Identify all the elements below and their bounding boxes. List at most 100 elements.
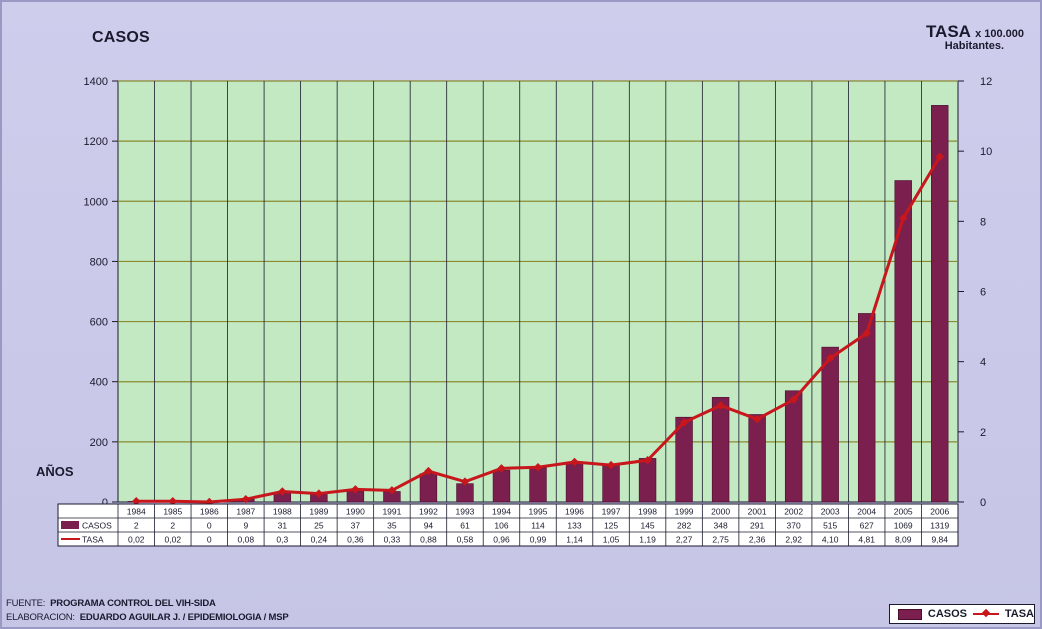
right-tick-label: 10	[980, 146, 992, 158]
data-label-tasa: 0,3	[276, 535, 288, 545]
point-tasa	[314, 489, 324, 498]
data-label-tasa: 4,10	[822, 535, 839, 545]
data-label-tasa: 0,02	[165, 535, 182, 545]
x-tick-label: 2002	[784, 507, 803, 517]
data-label-casos: 370	[787, 521, 801, 531]
data-label-casos: 145	[640, 521, 654, 531]
right-axis-title: TASA x 100.000	[926, 22, 1024, 42]
x-tick-label: 1997	[602, 507, 621, 517]
right-axis-title-main: TASA	[925, 22, 971, 41]
x-tick-label: 1989	[309, 507, 328, 517]
x-tick-label: 1994	[492, 507, 511, 517]
data-label-casos: 515	[823, 521, 837, 531]
x-tick-label: 1986	[200, 507, 219, 517]
data-label-casos: 1319	[930, 521, 949, 531]
data-label-casos: 106	[494, 521, 508, 531]
x-tick-label: 1993	[455, 507, 474, 517]
data-label-tasa: 0,58	[457, 535, 474, 545]
x-tick-label: 1990	[346, 507, 365, 517]
footer-source-key: FUENTE:	[6, 598, 46, 609]
point-tasa	[387, 486, 397, 495]
point-tasa	[132, 497, 141, 506]
x-tick-label: 1985	[163, 507, 182, 517]
bar-casos	[748, 414, 766, 503]
point-tasa	[716, 401, 725, 410]
right-axis-title-suffix: x 100.000	[975, 28, 1024, 40]
x-tick-label: 1991	[382, 507, 401, 517]
data-label-casos: 2	[134, 521, 139, 531]
right-tick-label: 0	[980, 497, 986, 509]
data-label-tasa: 0,33	[384, 535, 401, 545]
data-label-tasa: 9,84	[931, 535, 948, 545]
point-tasa	[460, 477, 470, 486]
data-label-casos: 133	[567, 521, 581, 531]
x-tick-label: 1987	[236, 507, 255, 517]
data-table	[57, 503, 959, 547]
right-axis-subtitle: Habitantes.	[944, 40, 1004, 52]
x-tick-label: 1996	[565, 507, 584, 517]
data-label-casos: 114	[531, 521, 545, 531]
bar-casos	[638, 458, 657, 503]
footer-source: FUENTE: PROGRAMA CONTROL DEL VIH-SIDA	[6, 598, 216, 609]
data-label-tasa: 0,88	[420, 535, 437, 545]
right-tick-label: 12	[980, 76, 992, 88]
bar-casos	[821, 346, 839, 503]
plot-area	[117, 80, 959, 503]
point-tasa	[533, 463, 543, 472]
point-tasa	[497, 464, 506, 473]
x-tick-label: 2000	[711, 507, 730, 517]
data-label-casos: 0	[207, 521, 212, 531]
data-label-tasa: 8,09	[895, 535, 912, 545]
bar-casos	[784, 390, 803, 503]
legend-bar-swatch	[898, 608, 922, 620]
x-tick-label: 2003	[821, 507, 840, 517]
left-axis-title: CASOS	[92, 29, 150, 46]
table-row-header-casos: CASOS	[82, 521, 112, 531]
data-label-tasa: 1,19	[639, 535, 656, 545]
left-tick-label: 400	[90, 377, 108, 389]
data-label-casos: 61	[460, 521, 470, 531]
point-tasa	[825, 353, 835, 363]
bar-casos	[456, 483, 474, 503]
legend-label-casos: CASOS	[927, 608, 967, 620]
left-tick-label: 800	[90, 256, 108, 268]
data-label-casos: 2	[170, 521, 175, 531]
data-label-tasa: 0,36	[347, 535, 364, 545]
data-label-casos: 35	[387, 521, 397, 531]
bar-casos	[492, 469, 511, 503]
footer-author: ELABORACION: EDUARDO AGUILAR J. / EPIDEM…	[6, 612, 289, 623]
data-label-tasa: 0	[207, 535, 212, 545]
data-label-casos: 627	[860, 521, 874, 531]
bar-casos	[711, 397, 730, 503]
data-label-casos: 31	[278, 521, 288, 531]
right-tick-label: 4	[980, 357, 986, 369]
bar-casos	[857, 313, 876, 503]
footer-author-value: EDUARDO AGUILAR J. / EPIDEMIOLOGIA / MSP	[79, 612, 289, 623]
point-tasa	[351, 485, 360, 494]
data-label-tasa: 2,36	[749, 535, 766, 545]
data-label-casos: 291	[750, 521, 764, 531]
x-tick-label: 2005	[894, 507, 913, 517]
point-tasa	[570, 457, 579, 467]
x-axis-title: AÑOS	[36, 464, 74, 479]
left-tick-label: 0	[102, 497, 108, 509]
bar-casos	[602, 464, 620, 503]
footer-source-value: PROGRAMA CONTROL DEL VIH-SIDA	[50, 598, 216, 609]
left-tick-label: 600	[90, 317, 108, 329]
point-tasa	[241, 494, 251, 504]
x-tick-label: 2004	[857, 507, 876, 517]
data-label-tasa: 0,08	[238, 535, 255, 545]
left-tick-label: 200	[90, 437, 108, 449]
x-tick-label: 1995	[529, 507, 548, 517]
bar-casos	[419, 473, 438, 503]
data-label-casos: 348	[714, 521, 728, 531]
legend-line-swatch	[973, 613, 999, 615]
x-tick-label: 1984	[127, 507, 146, 517]
data-label-tasa: 2,75	[712, 535, 729, 545]
bar-casos	[529, 467, 547, 503]
legend-label-tasa: TASA	[1004, 608, 1034, 620]
data-label-tasa: 1,05	[603, 535, 620, 545]
table-row-header-tasa: TASA	[82, 535, 104, 545]
data-label-tasa: 1,14	[566, 535, 583, 545]
